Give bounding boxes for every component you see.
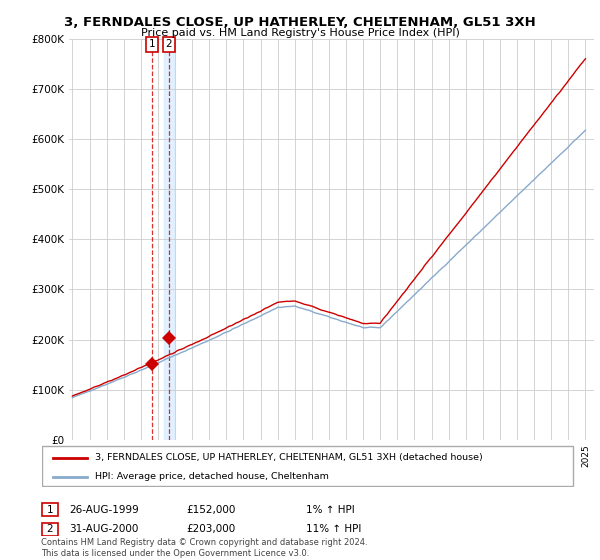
Text: 3, FERNDALES CLOSE, UP HATHERLEY, CHELTENHAM, GL51 3XH: 3, FERNDALES CLOSE, UP HATHERLEY, CHELTE… (64, 16, 536, 29)
Text: 2: 2 (166, 39, 172, 49)
Text: Contains HM Land Registry data © Crown copyright and database right 2024.
This d: Contains HM Land Registry data © Crown c… (41, 538, 367, 558)
Text: £152,000: £152,000 (186, 505, 235, 515)
Bar (164, 39, 174, 440)
Text: 1% ↑ HPI: 1% ↑ HPI (306, 505, 355, 515)
Text: 2: 2 (46, 524, 53, 534)
Text: £203,000: £203,000 (186, 524, 235, 534)
Text: 1: 1 (149, 39, 155, 49)
FancyBboxPatch shape (42, 503, 58, 516)
Text: 11% ↑ HPI: 11% ↑ HPI (306, 524, 361, 534)
Text: 3, FERNDALES CLOSE, UP HATHERLEY, CHELTENHAM, GL51 3XH (detached house): 3, FERNDALES CLOSE, UP HATHERLEY, CHELTE… (95, 453, 483, 463)
Text: Price paid vs. HM Land Registry's House Price Index (HPI): Price paid vs. HM Land Registry's House … (140, 28, 460, 38)
Text: 1: 1 (46, 505, 53, 515)
Text: 31-AUG-2000: 31-AUG-2000 (69, 524, 139, 534)
FancyBboxPatch shape (42, 522, 58, 536)
Text: 26-AUG-1999: 26-AUG-1999 (69, 505, 139, 515)
Text: HPI: Average price, detached house, Cheltenham: HPI: Average price, detached house, Chel… (95, 472, 329, 481)
FancyBboxPatch shape (42, 446, 574, 486)
